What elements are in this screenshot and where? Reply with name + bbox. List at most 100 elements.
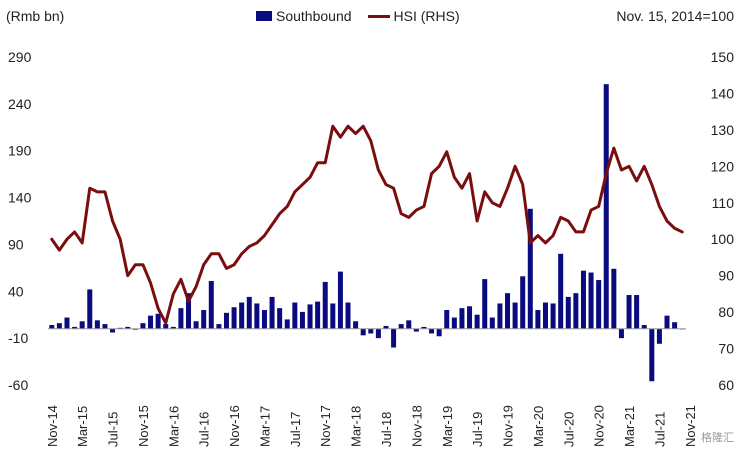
hsi-line (50, 124, 684, 325)
legend-line-swatch (367, 14, 390, 18)
right-tick-label: 120 (711, 158, 735, 174)
southbound-bar (375, 328, 381, 339)
southbound-bar (542, 302, 548, 329)
southbound-bar (664, 315, 670, 329)
southbound-bar (345, 302, 351, 329)
x-tick-label: Jul-16 (197, 412, 212, 447)
southbound-bar (626, 295, 632, 329)
southbound-bar (216, 324, 222, 329)
x-tick-label: Nov-21 (683, 405, 698, 447)
southbound-bar (641, 325, 647, 329)
southbound-bar (307, 304, 313, 329)
southbound-bar (596, 280, 602, 329)
southbound-bar (193, 321, 199, 329)
southbound-bar (56, 323, 62, 329)
southbound-bar (239, 302, 245, 329)
southbound-bar (413, 328, 419, 332)
southbound-bar (436, 328, 442, 337)
x-tick-label: Mar-20 (531, 406, 546, 447)
southbound-bar (459, 308, 465, 329)
x-tick-label: Nov-18 (409, 405, 424, 447)
southbound-bar (277, 308, 283, 329)
southbound-bar (573, 293, 579, 329)
legend-hsi-label: HSI (RHS) (393, 8, 460, 24)
southbound-bar (467, 306, 473, 329)
x-tick-label: Jul-15 (106, 412, 121, 447)
left-tick-label: 40 (8, 283, 24, 299)
southbound-bar (482, 279, 488, 329)
southbound-bar (656, 328, 662, 344)
southbound-bar (299, 311, 305, 329)
southbound-bar (474, 314, 480, 329)
x-tick-label: Mar-18 (349, 406, 364, 447)
southbound-bar (208, 280, 214, 329)
southbound-bar (231, 307, 237, 329)
southbound-bar (79, 321, 85, 329)
southbound-bar (520, 276, 526, 329)
x-tick-label: Nov-16 (227, 405, 242, 447)
legend-southbound-label: Southbound (276, 8, 352, 24)
southbound-bar (634, 295, 640, 329)
right-tick-label: 90 (718, 268, 734, 284)
southbound-bar (421, 326, 427, 329)
left-axis-unit: (Rmb bn) (6, 8, 65, 24)
x-tick-label: Jul-18 (379, 412, 394, 447)
left-tick-label: -60 (8, 377, 28, 393)
southbound-bar (155, 313, 161, 329)
x-tick-label: Jul-21 (652, 412, 667, 447)
x-tick-label: Nov-14 (45, 405, 60, 447)
southbound-bar (284, 319, 290, 329)
right-tick-label: 70 (718, 341, 734, 357)
southbound-bar (337, 271, 343, 329)
southbound-bar (246, 296, 252, 329)
right-axis-base-note: Nov. 15, 2014=100 (616, 8, 734, 24)
x-tick-label: Jul-17 (288, 412, 303, 447)
southbound-bar (398, 324, 404, 329)
x-axis-ticks: Nov-14 Mar-15 Jul-15 Nov-15 Mar-16 Jul-16 Nov-… (45, 405, 698, 447)
southbound-bar (353, 321, 359, 329)
southbound-bar (330, 303, 336, 329)
southbound-bar (292, 302, 298, 329)
right-tick-label: 110 (712, 195, 735, 211)
southbound-bar (110, 328, 116, 333)
southbound-bar (148, 315, 154, 329)
right-tick-label: 150 (711, 49, 735, 65)
southbound-bar (64, 317, 70, 329)
x-tick-label: Nov-15 (136, 405, 151, 447)
southbound-bar (497, 303, 503, 329)
right-tick-label: 140 (711, 85, 735, 101)
southbound-bar (580, 270, 586, 329)
southbound-bar (444, 310, 450, 329)
hsi-line-group (50, 124, 684, 325)
x-tick-label: Nov-17 (318, 405, 333, 447)
southbound-bar (201, 310, 207, 329)
southbound-bar (254, 303, 260, 329)
left-tick-label: 290 (8, 49, 32, 65)
southbound-bar (618, 328, 624, 339)
southbound-bar (672, 322, 678, 329)
x-tick-label: Nov-20 (592, 405, 607, 447)
left-tick-label: 140 (8, 190, 32, 206)
southbound-bar (603, 84, 609, 329)
southbound-bars (49, 84, 685, 382)
right-tick-label: 80 (718, 304, 734, 320)
left-axis-ticks: 290 240 190 140 90 40 -10 -60 (8, 49, 32, 393)
southbound-bar (550, 303, 556, 329)
southbound-bar (178, 308, 184, 329)
southbound-bar (406, 320, 412, 329)
right-tick-label: 100 (711, 231, 735, 247)
southbound-bar (315, 301, 321, 329)
southbound-bar (94, 320, 100, 329)
southbound-bar (505, 293, 511, 329)
left-tick-label: 90 (8, 236, 24, 252)
southbound-bar (368, 328, 374, 334)
southbound-bar (611, 268, 617, 329)
southbound-bar (360, 328, 366, 336)
southbound-bar (87, 289, 93, 329)
southbound-bar (383, 325, 389, 329)
southbound-bar (565, 296, 571, 329)
southbound-bar (223, 312, 229, 329)
southbound-bar (49, 325, 55, 329)
x-tick-label: Mar-15 (75, 406, 90, 447)
southbound-bar (649, 328, 655, 382)
